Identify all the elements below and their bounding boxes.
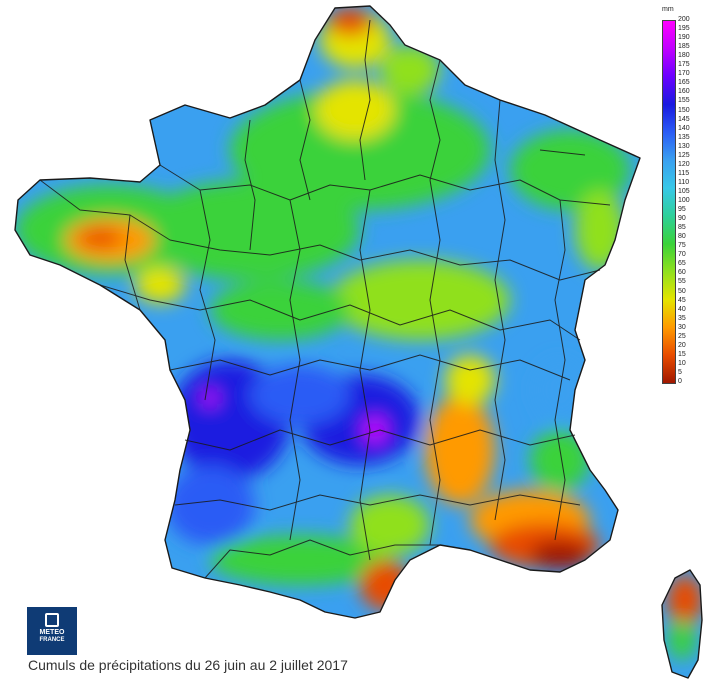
logo-line-1: METEO xyxy=(39,629,65,636)
logo-line-2: FRANCE xyxy=(39,637,65,643)
legend-tick-label: 170 xyxy=(678,70,690,78)
legend-tick-label: 90 xyxy=(678,215,686,223)
legend-tick-label: 200 xyxy=(678,16,690,23)
legend-tick-label: 100 xyxy=(678,197,690,204)
legend-tick-label: 30 xyxy=(678,323,686,331)
legend-tick-label: 10 xyxy=(678,359,686,367)
legend-tick-label: 130 xyxy=(678,142,690,150)
legend-unit: mm xyxy=(662,6,674,13)
legend-tick-label: 135 xyxy=(678,133,690,141)
legend-tick-label: 45 xyxy=(678,296,686,304)
legend-tick-label: 150 xyxy=(678,106,690,114)
precipitation-legend: mm 200 195 190 185 180 175 170 165 160 155 150 145 1… xyxy=(660,6,712,386)
legend-tick-label: 195 xyxy=(678,25,690,33)
legend-tick-label: 145 xyxy=(678,115,690,123)
legend-tick-label: 185 xyxy=(678,43,690,51)
legend-tick-label: 55 xyxy=(678,278,686,286)
legend-tick-label: 65 xyxy=(678,260,686,268)
legend-color-bar xyxy=(662,20,676,384)
legend-tick-label: 95 xyxy=(678,206,686,214)
legend-tick-label: 160 xyxy=(678,88,690,96)
legend-tick-label: 80 xyxy=(678,233,686,241)
legend-tick-label: 155 xyxy=(678,97,690,105)
legend-tick-label: 190 xyxy=(678,34,690,42)
legend-tick-label: 75 xyxy=(678,242,686,250)
legend-tick-label: 175 xyxy=(678,61,690,69)
legend-tick-label: 50 xyxy=(678,287,686,295)
legend-tick-label: 140 xyxy=(678,124,690,132)
legend-tick-label: 85 xyxy=(678,224,686,232)
legend-tick-label: 70 xyxy=(678,251,686,259)
legend-tick-label: 125 xyxy=(678,151,690,159)
legend-tick-label: 20 xyxy=(678,341,686,349)
legend-tick-label: 25 xyxy=(678,332,686,340)
legend-tick-label: 120 xyxy=(678,160,690,168)
legend-tick-label: 5 xyxy=(678,368,682,376)
legend-tick-label: 60 xyxy=(678,269,686,277)
map-caption: Cumuls de précipitations du 26 juin au 2… xyxy=(28,657,348,673)
legend-tick-label: 115 xyxy=(678,169,690,177)
legend-tick-label: 40 xyxy=(678,305,686,313)
legend-tick-label: 15 xyxy=(678,350,686,358)
legend-tick-label: 110 xyxy=(678,178,690,186)
legend-tick-label: 180 xyxy=(678,52,690,60)
legend-tick-label: 35 xyxy=(678,314,686,322)
meteo-france-logo: METEO FRANCE xyxy=(27,607,77,655)
legend-tick-label: 105 xyxy=(678,187,690,195)
legend-tick-label: 0 xyxy=(678,378,682,385)
legend-tick-label: 165 xyxy=(678,79,690,87)
meteo-france-mark-icon xyxy=(45,613,59,627)
